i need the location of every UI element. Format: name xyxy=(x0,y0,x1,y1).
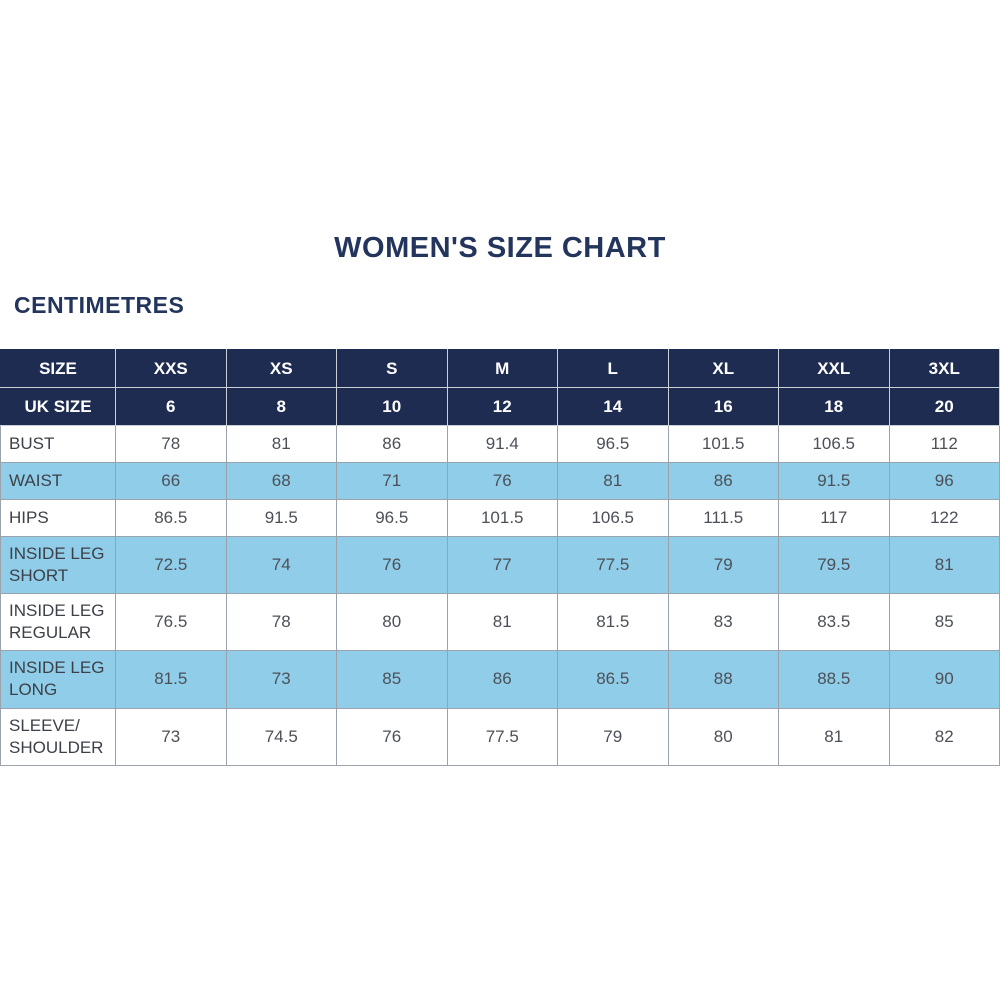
table-header: SIZE XXS XS S M L XL XXL 3XL UK SIZE 6 8 10 12 14 16 18 2… xyxy=(0,349,1000,426)
measurement-value-cell: 86.5 xyxy=(115,499,227,537)
measurement-value-cell: 77 xyxy=(446,535,558,595)
size-header-cell: M xyxy=(446,349,558,388)
measurement-value-cell: 86 xyxy=(336,425,448,463)
size-header-cell: 3XL xyxy=(888,349,1000,388)
measurement-row-label: INSIDE LEG REGULAR xyxy=(0,593,116,652)
measurement-row: INSIDE LEG SHORT 72.5 74 76 77 77.5 79 79.5 81 xyxy=(0,535,1000,595)
measurement-value-cell: 81 xyxy=(778,707,890,766)
size-header-row: SIZE XXS XS S M L XL XXL 3XL xyxy=(0,349,1000,388)
measurement-value-cell: 73 xyxy=(115,707,227,766)
measurement-value-cell: 81.5 xyxy=(115,650,227,709)
measurement-value-cell: 106.5 xyxy=(557,499,669,537)
measurement-value-cell: 78 xyxy=(115,425,227,463)
measurement-value-cell: 76 xyxy=(446,462,558,500)
measurement-value-cell: 88.5 xyxy=(778,650,890,709)
measurement-value-cell: 106.5 xyxy=(778,425,890,463)
page-title: WOMEN'S SIZE CHART xyxy=(334,232,666,264)
measurement-value-cell: 101.5 xyxy=(446,499,558,537)
size-header-label: SIZE xyxy=(0,349,116,388)
measurement-value-cell: 90 xyxy=(888,650,1000,709)
measurement-value-cell: 79 xyxy=(667,535,779,595)
size-header-cell: XXS xyxy=(115,349,227,388)
measurement-value-cell: 79.5 xyxy=(778,535,890,595)
measurement-row-label: BUST xyxy=(0,425,116,463)
size-header-cell: S xyxy=(336,349,448,388)
measurement-value-cell: 66 xyxy=(115,462,227,500)
measurement-row-label: INSIDE LEG LONG xyxy=(0,650,116,709)
measurement-value-cell: 112 xyxy=(888,425,1000,463)
measurement-value-cell: 81.5 xyxy=(557,593,669,652)
measurement-row-label: WAIST xyxy=(0,462,116,500)
size-header-cell: XS xyxy=(225,349,337,388)
size-chart-table: SIZE XXS XS S M L XL XXL 3XL UK SIZE 6 8 10 12 14 16 18 2… xyxy=(0,349,1000,766)
measurement-row: SLEEVE/ SHOULDER 73 74.5 76 77.5 79 80 81 82 xyxy=(0,707,1000,766)
measurement-row: WAIST 66 68 71 76 81 86 91.5 96 xyxy=(0,462,1000,500)
measurement-row: INSIDE LEG REGULAR 76.5 78 80 81 81.5 83 83.5 85 xyxy=(0,593,1000,652)
measurement-row-label: SLEEVE/ SHOULDER xyxy=(0,707,116,766)
measurement-value-cell: 78 xyxy=(225,593,337,652)
measurement-value-cell: 86 xyxy=(446,650,558,709)
uk-size-cell: 10 xyxy=(336,387,448,426)
measurement-value-cell: 85 xyxy=(336,650,448,709)
uk-size-row: UK SIZE 6 8 10 12 14 16 18 20 xyxy=(0,387,1000,426)
measurement-row-label: HIPS xyxy=(0,499,116,537)
measurement-value-cell: 91.5 xyxy=(778,462,890,500)
measurement-value-cell: 71 xyxy=(336,462,448,500)
measurement-value-cell: 74 xyxy=(225,535,337,595)
measurement-value-cell: 73 xyxy=(225,650,337,709)
size-header-cell: L xyxy=(557,349,669,388)
measurement-row: HIPS 86.5 91.5 96.5 101.5 106.5 111.5 117 122 xyxy=(0,499,1000,537)
measurement-value-cell: 68 xyxy=(225,462,337,500)
uk-size-cell: 8 xyxy=(225,387,337,426)
uk-size-cell: 20 xyxy=(888,387,1000,426)
uk-size-cell: 14 xyxy=(557,387,669,426)
measurement-value-cell: 82 xyxy=(888,707,1000,766)
uk-size-cell: 18 xyxy=(778,387,890,426)
measurement-value-cell: 83 xyxy=(667,593,779,652)
measurement-value-cell: 96.5 xyxy=(557,425,669,463)
measurement-value-cell: 81 xyxy=(225,425,337,463)
measurement-value-cell: 77.5 xyxy=(446,707,558,766)
measurement-value-cell: 81 xyxy=(888,535,1000,595)
measurement-value-cell: 86 xyxy=(667,462,779,500)
measurement-row-label: INSIDE LEG SHORT xyxy=(0,535,116,595)
measurement-row: INSIDE LEG LONG 81.5 73 85 86 86.5 88 88.5 90 xyxy=(0,650,1000,709)
measurement-value-cell: 91.4 xyxy=(446,425,558,463)
measurement-value-cell: 86.5 xyxy=(557,650,669,709)
measurement-value-cell: 81 xyxy=(446,593,558,652)
uk-size-label: UK SIZE xyxy=(0,387,116,426)
measurement-value-cell: 96 xyxy=(888,462,1000,500)
unit-label: CENTIMETRES xyxy=(14,292,185,318)
measurement-value-cell: 74.5 xyxy=(225,707,337,766)
measurement-value-cell: 77.5 xyxy=(557,535,669,595)
size-header-cell: XL xyxy=(667,349,779,388)
measurement-value-cell: 76 xyxy=(336,707,448,766)
measurement-value-cell: 91.5 xyxy=(225,499,337,537)
measurement-value-cell: 83.5 xyxy=(778,593,890,652)
measurement-value-cell: 122 xyxy=(888,499,1000,537)
uk-size-cell: 12 xyxy=(446,387,558,426)
measurement-value-cell: 101.5 xyxy=(667,425,779,463)
measurement-value-cell: 88 xyxy=(667,650,779,709)
measurement-value-cell: 96.5 xyxy=(336,499,448,537)
measurement-value-cell: 81 xyxy=(557,462,669,500)
measurement-value-cell: 117 xyxy=(778,499,890,537)
measurement-value-cell: 80 xyxy=(667,707,779,766)
measurement-value-cell: 111.5 xyxy=(667,499,779,537)
measurement-value-cell: 85 xyxy=(888,593,1000,652)
measurement-value-cell: 76 xyxy=(336,535,448,595)
measurement-value-cell: 72.5 xyxy=(115,535,227,595)
measurement-value-cell: 79 xyxy=(557,707,669,766)
table-body: BUST 78 81 86 91.4 96.5 101.5 106.5 112 WAIST 66 68… xyxy=(0,425,1000,766)
measurement-row: BUST 78 81 86 91.4 96.5 101.5 106.5 112 xyxy=(0,425,1000,463)
uk-size-cell: 16 xyxy=(667,387,779,426)
size-header-cell: XXL xyxy=(778,349,890,388)
measurement-value-cell: 80 xyxy=(336,593,448,652)
uk-size-cell: 6 xyxy=(115,387,227,426)
measurement-value-cell: 76.5 xyxy=(115,593,227,652)
